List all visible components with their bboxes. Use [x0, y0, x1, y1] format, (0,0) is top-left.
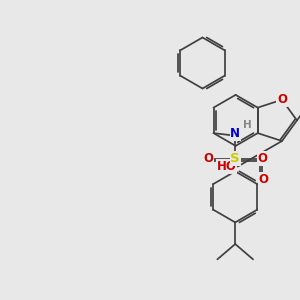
- Text: O: O: [257, 152, 267, 165]
- Text: O: O: [203, 152, 213, 165]
- Text: O: O: [259, 173, 269, 186]
- Text: N: N: [230, 127, 240, 140]
- Text: O: O: [277, 93, 287, 106]
- Text: H: H: [243, 120, 252, 130]
- Text: HO: HO: [216, 160, 236, 173]
- Text: S: S: [230, 152, 240, 165]
